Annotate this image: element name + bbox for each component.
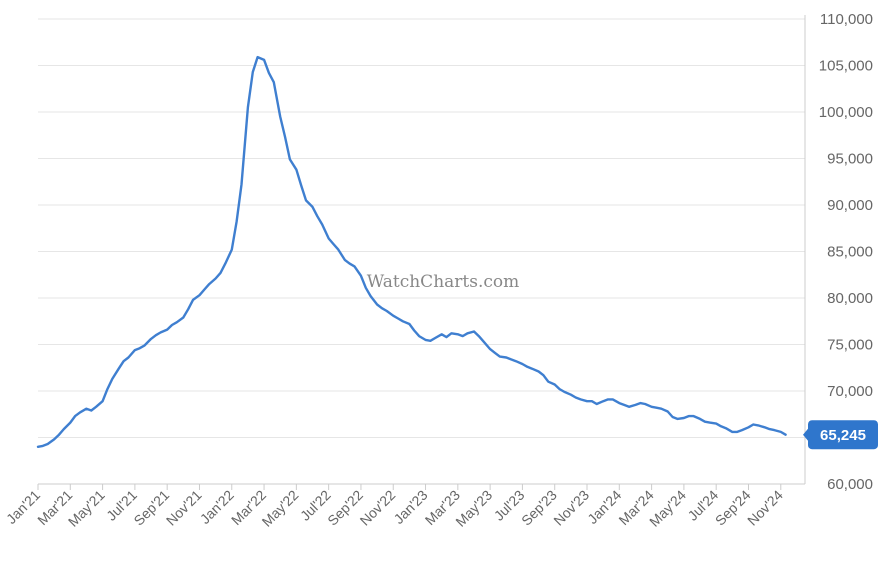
y-tick-label: 85,000 — [827, 244, 873, 261]
x-tick-label: May'22 — [259, 487, 302, 530]
x-tick-label: Sep'21 — [130, 487, 172, 529]
x-tick-label: Nov'23 — [550, 487, 592, 529]
x-tick-label: Sep'24 — [712, 487, 754, 529]
y-tick-label: 80,000 — [827, 290, 873, 307]
x-tick-label: May'21 — [65, 487, 108, 530]
x-tick-label: May'24 — [646, 487, 689, 530]
x-tick-label: Nov'24 — [744, 487, 786, 529]
x-tick-label: May'23 — [452, 487, 495, 530]
price-series-line — [36, 55, 787, 448]
y-tick-label: 105,000 — [819, 58, 873, 75]
badge-background — [808, 420, 878, 450]
y-tick-label: 90,000 — [827, 197, 873, 214]
y-tick-label: 70,000 — [827, 383, 873, 400]
series-group — [36, 55, 787, 448]
last-value-badge: 65,245 — [803, 420, 878, 450]
badge-pointer — [803, 428, 808, 441]
x-tick-label: Sep'22 — [324, 487, 366, 529]
y-tick-label: 95,000 — [827, 151, 873, 168]
y-tick-label: 75,000 — [827, 337, 873, 354]
watermark: WatchCharts.com — [367, 272, 520, 292]
x-tick-label: Nov'21 — [163, 487, 205, 529]
y-tick-label: 110,000 — [820, 11, 873, 28]
gridlines — [38, 18, 805, 438]
y-tick-label: 60,000 — [827, 476, 873, 493]
y-tick-label: 100,000 — [819, 104, 873, 121]
last-value-label: 65,245 — [820, 427, 866, 444]
x-tick-label: Sep'23 — [518, 487, 560, 529]
x-tick-label: Nov'22 — [357, 487, 399, 529]
axes: 60,00065,00070,00075,00080,00085,00090,0… — [3, 11, 873, 530]
